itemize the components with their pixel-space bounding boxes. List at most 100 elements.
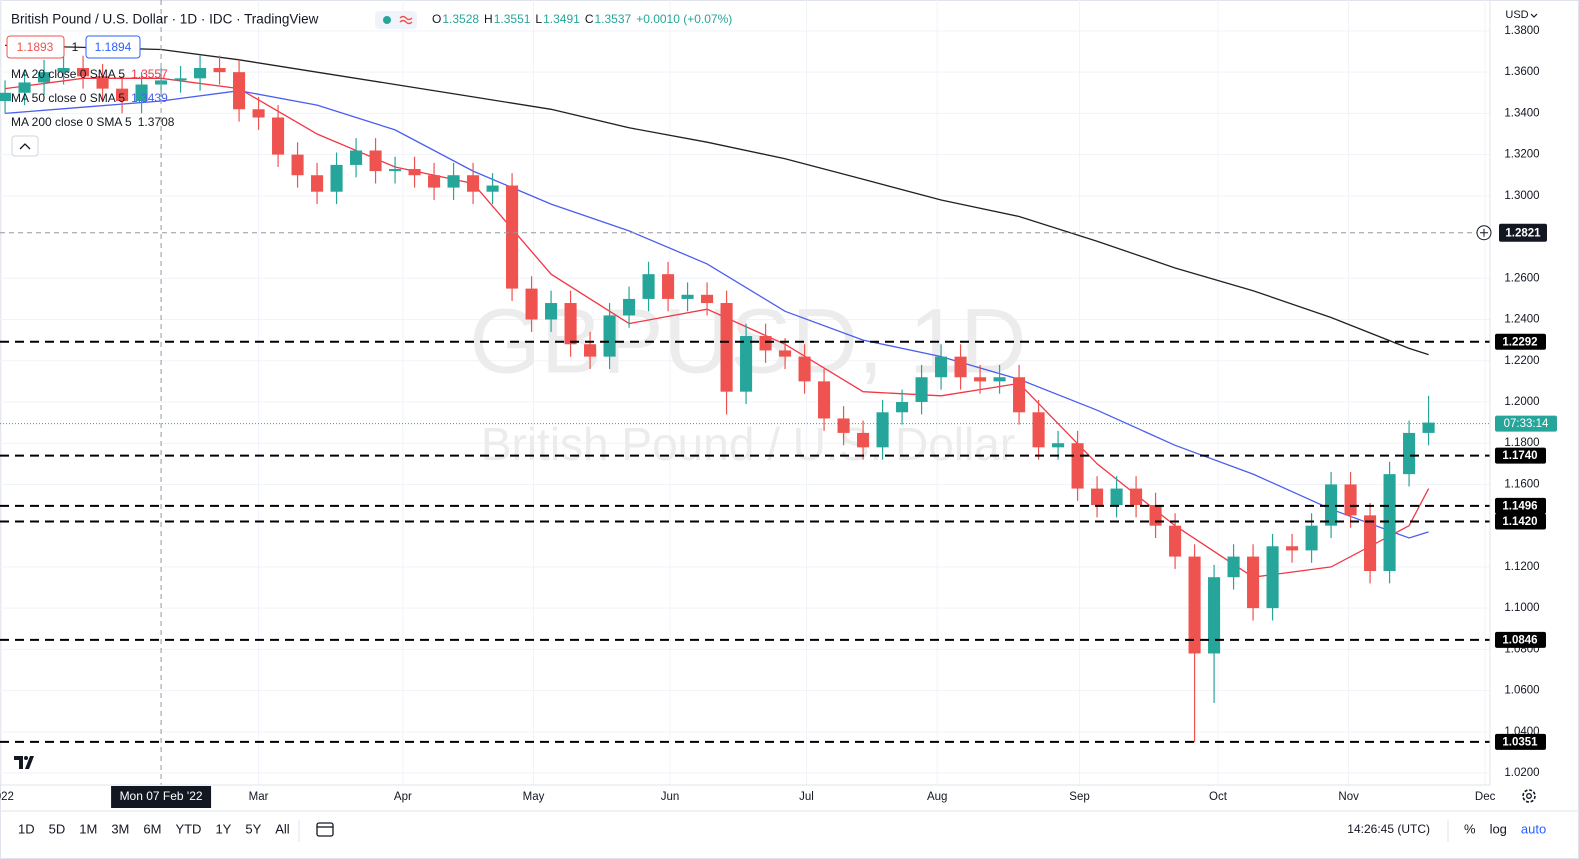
scale-mode-button[interactable]: auto — [1521, 821, 1546, 836]
order-panel: 1.1893 1 1.1894 — [6, 35, 141, 59]
timeframe-button[interactable]: YTD — [175, 821, 201, 836]
candle-body — [77, 68, 90, 77]
candle-body — [291, 154, 304, 176]
candle-body — [369, 150, 382, 172]
x-tick-label: Dec — [1475, 791, 1496, 803]
settings-button[interactable] — [1522, 789, 1536, 803]
candle-body — [1383, 474, 1396, 572]
candle-body — [545, 303, 558, 320]
candle-body — [116, 88, 129, 102]
x-tick-label: Nov — [1338, 791, 1359, 803]
collapse-icon — [19, 143, 31, 150]
candle-body — [1130, 488, 1143, 506]
y-tick-label: 1.1600 — [1504, 478, 1539, 490]
candle-body — [408, 169, 421, 176]
y-tick-label: 1.1000 — [1504, 602, 1539, 614]
level-label: 1.1420 — [1502, 516, 1537, 528]
candle-body — [525, 288, 538, 320]
timeframe-button[interactable]: 3M — [111, 821, 129, 836]
currency-dropdown-icon — [1530, 13, 1538, 18]
candle-body — [1013, 377, 1026, 413]
level-label: 1.1740 — [1502, 450, 1537, 462]
timeframe-button[interactable]: All — [275, 821, 290, 836]
candle-body — [428, 175, 441, 188]
gear-outer — [1522, 789, 1536, 803]
candle-body — [330, 164, 343, 192]
header: British Pound / U.S. Dollar · 1D · IDC ·… — [11, 11, 732, 29]
sell-price: 1.1893 — [17, 40, 54, 54]
candle-body — [915, 377, 928, 402]
candle-body — [564, 303, 577, 345]
candle-body — [1344, 484, 1357, 516]
clock[interactable]: 14:26:45 (UTC) — [1347, 822, 1430, 836]
plot — [0, 0, 1490, 785]
last-price-box — [1495, 415, 1557, 432]
last-price-countdown: 07:33:14 — [1504, 418, 1549, 430]
candle-body — [1364, 515, 1377, 572]
y-tick-label: 1.3200 — [1504, 149, 1539, 161]
sell-button[interactable] — [6, 35, 65, 59]
level-label: 1.2292 — [1502, 336, 1537, 348]
candle-body — [213, 68, 226, 73]
candle-body — [896, 401, 909, 413]
scale-mode-button[interactable]: log — [1490, 821, 1507, 836]
candle-body — [1110, 488, 1123, 506]
level-label-box — [1495, 333, 1546, 350]
timeframe-button[interactable]: 1M — [79, 821, 97, 836]
ohlc-change: +0.0010 (+0.07%) — [636, 12, 732, 26]
x-tick-label: Apr — [394, 791, 412, 803]
candle-body — [1325, 484, 1338, 526]
x-tick-label: Aug — [927, 791, 947, 803]
timeframe-button[interactable]: 5Y — [245, 821, 261, 836]
level-label-box — [1495, 631, 1546, 648]
logo-dot — [24, 756, 28, 760]
ohlc-key: O — [432, 12, 441, 26]
order-qty[interactable]: 1 — [72, 40, 79, 54]
crosshair-price-label: 1.2821 — [1505, 227, 1541, 239]
timeframe-button[interactable]: 6M — [143, 821, 161, 836]
indicator-legend: MA 20 close 0 SMA 5 1.3557 MA 50 close 0 S… — [11, 67, 175, 129]
level-label: 1.0846 — [1502, 634, 1537, 646]
legend-entry[interactable]: MA 20 close 0 SMA 5 — [11, 67, 125, 81]
legend-entry[interactable]: MA 200 close 0 SMA 5 — [11, 115, 132, 129]
grid — [0, 0, 1490, 785]
y-tick-label: 1.2600 — [1504, 272, 1539, 284]
candle-body — [740, 336, 753, 392]
buy-price: 1.1894 — [95, 40, 132, 54]
candle-body — [1149, 505, 1162, 526]
candles — [0, 55, 1435, 743]
candle-body — [1305, 525, 1318, 551]
ohlc-key: H — [484, 12, 493, 26]
timeframe-button[interactable]: 1D — [18, 821, 35, 836]
y-tick-label: 1.1800 — [1504, 437, 1539, 449]
level-label-box — [1495, 513, 1546, 530]
crosshair-price-box — [1499, 223, 1547, 242]
candle-body — [798, 356, 811, 382]
candle-body — [1227, 556, 1240, 578]
symbol-title[interactable]: British Pound / U.S. Dollar · 1D · IDC ·… — [11, 12, 319, 27]
moving-average-line — [5, 90, 1429, 539]
level-label-box — [1495, 497, 1546, 514]
timeframe-button[interactable]: 1Y — [215, 821, 231, 836]
scale-mode-button[interactable]: % — [1464, 821, 1476, 836]
gear-inner — [1526, 793, 1532, 799]
date-range-button[interactable] — [316, 822, 334, 837]
collapse-legend-button[interactable] — [11, 135, 39, 157]
level-label: 1.1496 — [1502, 500, 1537, 512]
candle-body — [584, 344, 597, 357]
candle-body — [876, 412, 889, 448]
candle-body — [1091, 488, 1104, 506]
x-tick-label: Jul — [799, 791, 814, 803]
ohlc-value: 1.3537 — [594, 12, 631, 26]
buy-button[interactable] — [85, 35, 141, 59]
status-badge[interactable] — [375, 11, 417, 29]
level-label: 1.0351 — [1502, 736, 1538, 748]
y-tick-label: 1.3600 — [1504, 66, 1539, 78]
watermark-name: British Pound / U.S. Dollar — [481, 418, 1015, 470]
candle-body — [857, 432, 870, 448]
candle-body — [642, 274, 655, 299]
legend-entry[interactable]: MA 50 close 0 SMA 5 — [11, 91, 125, 105]
timeframe-button[interactable]: 5D — [49, 821, 66, 836]
currency-label[interactable]: USD — [1505, 9, 1528, 21]
